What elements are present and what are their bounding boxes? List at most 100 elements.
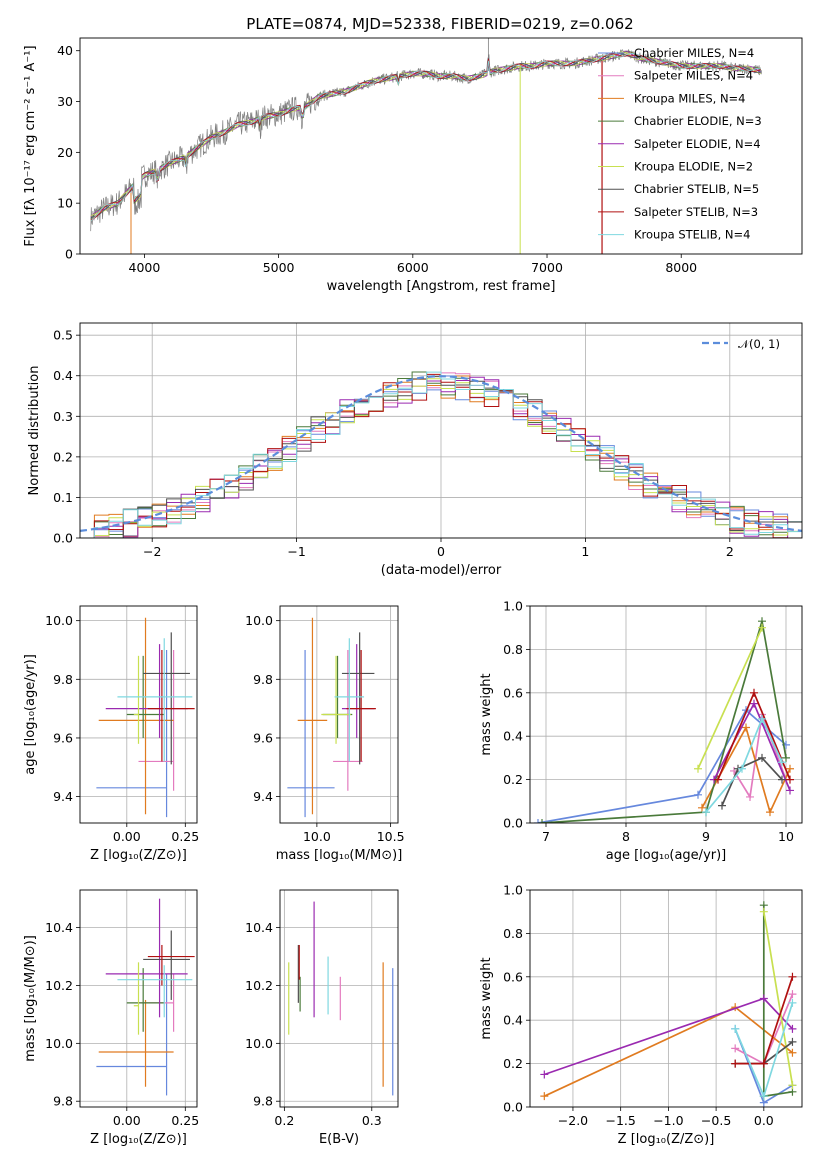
axes-frame <box>79 322 803 539</box>
x-tick-label: 10 <box>778 829 794 844</box>
x-tick-label: 0.2 <box>274 1113 294 1128</box>
errorbar-point <box>321 655 351 744</box>
y-tick-label: 9.8 <box>53 672 73 687</box>
plus-marker <box>738 764 746 773</box>
y-tick-label: 0 <box>65 247 73 262</box>
x-tick-label: 1 <box>581 544 589 559</box>
errorbar-point <box>334 638 365 762</box>
errorbar-point <box>143 632 190 765</box>
x-axis-label: Z [log₁₀(Z/Z⊙)] <box>618 1132 715 1147</box>
mass-weight-line <box>705 716 783 813</box>
y-tick-label: 0.6 <box>503 969 523 984</box>
plus-marker <box>758 623 766 632</box>
axes-frame <box>279 605 399 824</box>
x-tick-label: 0.0 <box>754 1113 774 1128</box>
plus-marker <box>750 699 758 708</box>
plot-area <box>280 606 398 823</box>
x-tick-label: 8000 <box>665 260 697 275</box>
errorbar-point <box>287 649 335 818</box>
model-line <box>90 53 761 222</box>
y-axis-label: mass weight <box>479 957 494 1039</box>
y-axis-label: Normed distribution <box>27 366 42 496</box>
axes-frame <box>529 889 803 1108</box>
plus-marker <box>788 990 797 999</box>
plus-marker <box>534 819 542 823</box>
y-tick-label: 10.0 <box>245 1036 273 1051</box>
plot-area <box>280 890 398 1107</box>
errorbar-point <box>98 999 174 1087</box>
errorbar-point <box>143 930 190 1000</box>
y-axis-label: mass [log₁₀(M/M⊙)] <box>23 935 38 1062</box>
panel-age-vs-mass: 10.0 10.5 9.4 9.6 9.8 10.0 mass [log₁₀(M/M⊙)] <box>245 605 405 863</box>
legend-entry: Kroupa STELIB, N=4 <box>634 228 751 242</box>
x-tick-label: 7000 <box>531 260 563 275</box>
x-tick-label: 10.5 <box>377 829 405 844</box>
x-tick-label: 2 <box>726 544 734 559</box>
y-tick-label: 1.0 <box>503 883 523 898</box>
y-tick-label: 9.6 <box>53 730 73 745</box>
y-tick-label: 20 <box>57 145 73 160</box>
y-tick-label: 0.4 <box>53 368 73 383</box>
plus-marker <box>788 1024 797 1033</box>
panel-weight-vs-age: 7 8 9 10 0.0 0.2 0.4 0.6 0.8 1.0 age [log₁₀(age/yr… <box>479 599 803 863</box>
plus-marker <box>782 753 790 762</box>
plus-marker <box>540 1092 549 1101</box>
plot-area <box>530 890 802 1107</box>
x-tick-label: −1 <box>287 544 305 559</box>
plus-marker <box>786 786 794 795</box>
legend-entry: 𝒩(0, 1) <box>738 337 780 351</box>
axes-frame <box>79 37 803 255</box>
legend-entry: Chabrier MILES, N=4 <box>634 46 754 60</box>
panel-spectrum: 4000 5000 6000 7000 8000 0 10 20 30 40 wavelength … <box>23 37 803 294</box>
plus-marker <box>788 972 797 981</box>
y-tick-label: 0.0 <box>53 531 73 546</box>
plot-area <box>80 323 802 538</box>
x-axis-label: wavelength [Angstrom, rest frame] <box>327 279 556 294</box>
plot-area <box>80 606 197 823</box>
x-tick-label: 0.3 <box>362 1113 382 1128</box>
y-tick-label: 10.2 <box>45 978 73 993</box>
y-axis-label: Flux [fλ 10⁻¹⁷ erg cm⁻² s⁻¹ A⁻¹] <box>23 45 38 246</box>
plus-marker <box>766 808 774 817</box>
errorbar-point <box>341 632 375 765</box>
axes-frame <box>79 889 198 1108</box>
y-tick-label: 10.0 <box>45 613 73 628</box>
plus-marker <box>718 801 726 810</box>
x-tick-label: −1.0 <box>653 1113 683 1128</box>
x-tick-label: 5000 <box>263 260 295 275</box>
y-tick-label: 10.0 <box>245 613 273 628</box>
panel-mass-vs-Z: 0.00 0.25 9.8 10.0 10.2 10.4 Z [log₁₀(Z/Z⊙)] ma… <box>23 889 199 1147</box>
plus-marker <box>788 998 797 1007</box>
x-axis-label: E(B-V) <box>319 1132 359 1147</box>
x-tick-label: −2.0 <box>558 1113 588 1128</box>
y-tick-label: 0.6 <box>503 685 523 700</box>
plus-marker <box>778 775 786 784</box>
panel-age-vs-Z: 0.00 0.25 9.4 9.6 9.8 10.0 Z [log₁₀(Z/Z⊙)] age … <box>23 605 199 863</box>
plus-marker <box>698 803 706 812</box>
x-axis-label: Z [log₁₀(Z/Z⊙)] <box>90 848 187 863</box>
errorbar-point <box>147 649 195 762</box>
y-tick-label: 9.4 <box>53 789 73 804</box>
y-tick-label: 0.2 <box>503 772 523 787</box>
plus-marker <box>731 1044 740 1053</box>
y-tick-label: 0.2 <box>53 449 73 464</box>
y-tick-label: 10.2 <box>245 978 273 993</box>
errorbar-point <box>105 644 188 738</box>
panel-residuals: −2 −1 0 1 2 0.0 0.1 0.2 0.3 0.4 0.5 (data-model)/er… <box>27 322 803 578</box>
errorbar-point <box>346 649 376 762</box>
panel-mass-vs-ebv: 0.2 0.3 9.8 10.0 10.2 10.4 E(B-V) <box>245 889 399 1147</box>
errorbar-point <box>147 944 195 986</box>
plus-marker <box>731 1024 740 1033</box>
y-tick-label: 30 <box>57 94 73 109</box>
mass-weight-line <box>721 756 783 806</box>
x-tick-label: 6000 <box>397 260 429 275</box>
y-tick-label: 0.2 <box>503 1056 523 1071</box>
y-tick-label: 10.4 <box>245 920 273 935</box>
plus-marker <box>742 723 750 732</box>
plus-marker <box>714 775 722 784</box>
mass-weight-line <box>701 725 791 815</box>
mass-weight-line <box>697 627 763 770</box>
x-tick-label: 4000 <box>129 260 161 275</box>
errorbar-point <box>117 638 193 762</box>
